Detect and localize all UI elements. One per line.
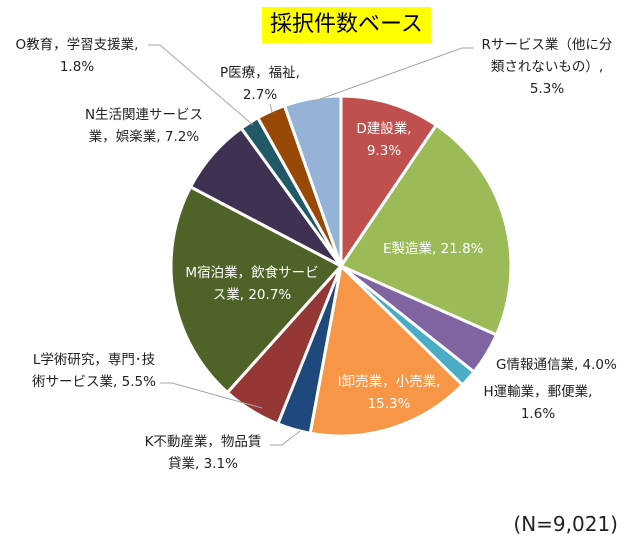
chart-title: 採択件数ベース xyxy=(262,7,431,43)
label-i-line2: 15.3% xyxy=(367,396,411,412)
label-i-line1: I卸売業，小売業, xyxy=(337,374,441,390)
label-g: G情報通信業, 4.0% xyxy=(496,354,617,376)
leader-line-o xyxy=(148,44,254,126)
label-r-line1: Rサービス業（他に分 xyxy=(481,37,613,53)
leader-lines xyxy=(148,44,474,446)
label-d-line2: 9.3% xyxy=(366,143,402,159)
label-o-line1: O教育，学習支援業, xyxy=(15,37,139,53)
label-o: O教育，学習支援業, 1.8% xyxy=(4,34,150,78)
label-d: D建設業, 9.3% xyxy=(338,118,430,162)
label-r-line3: 5.3% xyxy=(529,81,565,97)
label-m-line2: ス業, 20.7% xyxy=(212,287,292,303)
label-l-line1: L学術研究，専門･技 xyxy=(32,352,156,368)
label-e: E製造業, 21.8% xyxy=(383,238,484,260)
pie-slices xyxy=(169,94,513,438)
label-n: N生活関連サービス 業，娯楽業, 7.2% xyxy=(74,104,214,148)
pie-slice xyxy=(339,94,438,268)
label-e-line1: E製造業, 21.8% xyxy=(383,241,484,257)
sample-size-note: (N=9,021) xyxy=(513,512,618,536)
label-m-line1: M宿泊業，飲食サービ xyxy=(185,265,319,281)
label-r: Rサービス業（他に分 類されないもの）, 5.3% xyxy=(472,34,622,100)
leader-line-p xyxy=(269,103,273,113)
label-d-line1: D建設業, xyxy=(356,121,412,137)
pie-slice xyxy=(283,94,343,268)
pie-slice xyxy=(169,185,343,394)
leader-line-l xyxy=(160,382,263,409)
label-h: H運輸業，郵便業, 1.6% xyxy=(470,381,606,425)
pie-slice xyxy=(339,123,513,337)
label-l: L学術研究，専門･技 術サービス業, 5.5% xyxy=(24,349,164,393)
label-n-line2: 業，娯楽業, 7.2% xyxy=(88,129,200,145)
label-l-line2: 術サービス業, 5.5% xyxy=(32,374,156,390)
label-p-line2: 2.7% xyxy=(242,87,278,103)
label-k-line2: 貸業, 3.1% xyxy=(168,456,238,472)
label-r-line2: 類されないもの）, xyxy=(490,59,604,75)
label-k: K不動産業，物品賃 貸業, 3.1% xyxy=(128,431,278,475)
label-o-line2: 1.8% xyxy=(59,59,95,75)
leader-line-r xyxy=(311,47,474,103)
label-i: I卸売業，小売業, 15.3% xyxy=(318,371,460,415)
label-p: P医療，福祉, 2.7% xyxy=(210,62,310,106)
label-k-line1: K不動産業，物品賃 xyxy=(144,434,262,450)
label-h-line2: 1.6% xyxy=(520,406,556,422)
label-p-line1: P医療，福祉, xyxy=(220,65,300,81)
label-n-line1: N生活関連サービス xyxy=(84,107,204,123)
label-m: M宿泊業，飲食サービ ス業, 20.7% xyxy=(172,262,332,306)
leader-line-k xyxy=(270,430,301,446)
pie-slice xyxy=(308,264,464,438)
label-h-line1: H運輸業，郵便業, xyxy=(483,384,593,400)
label-g-line1: G情報通信業, 4.0% xyxy=(496,357,617,373)
